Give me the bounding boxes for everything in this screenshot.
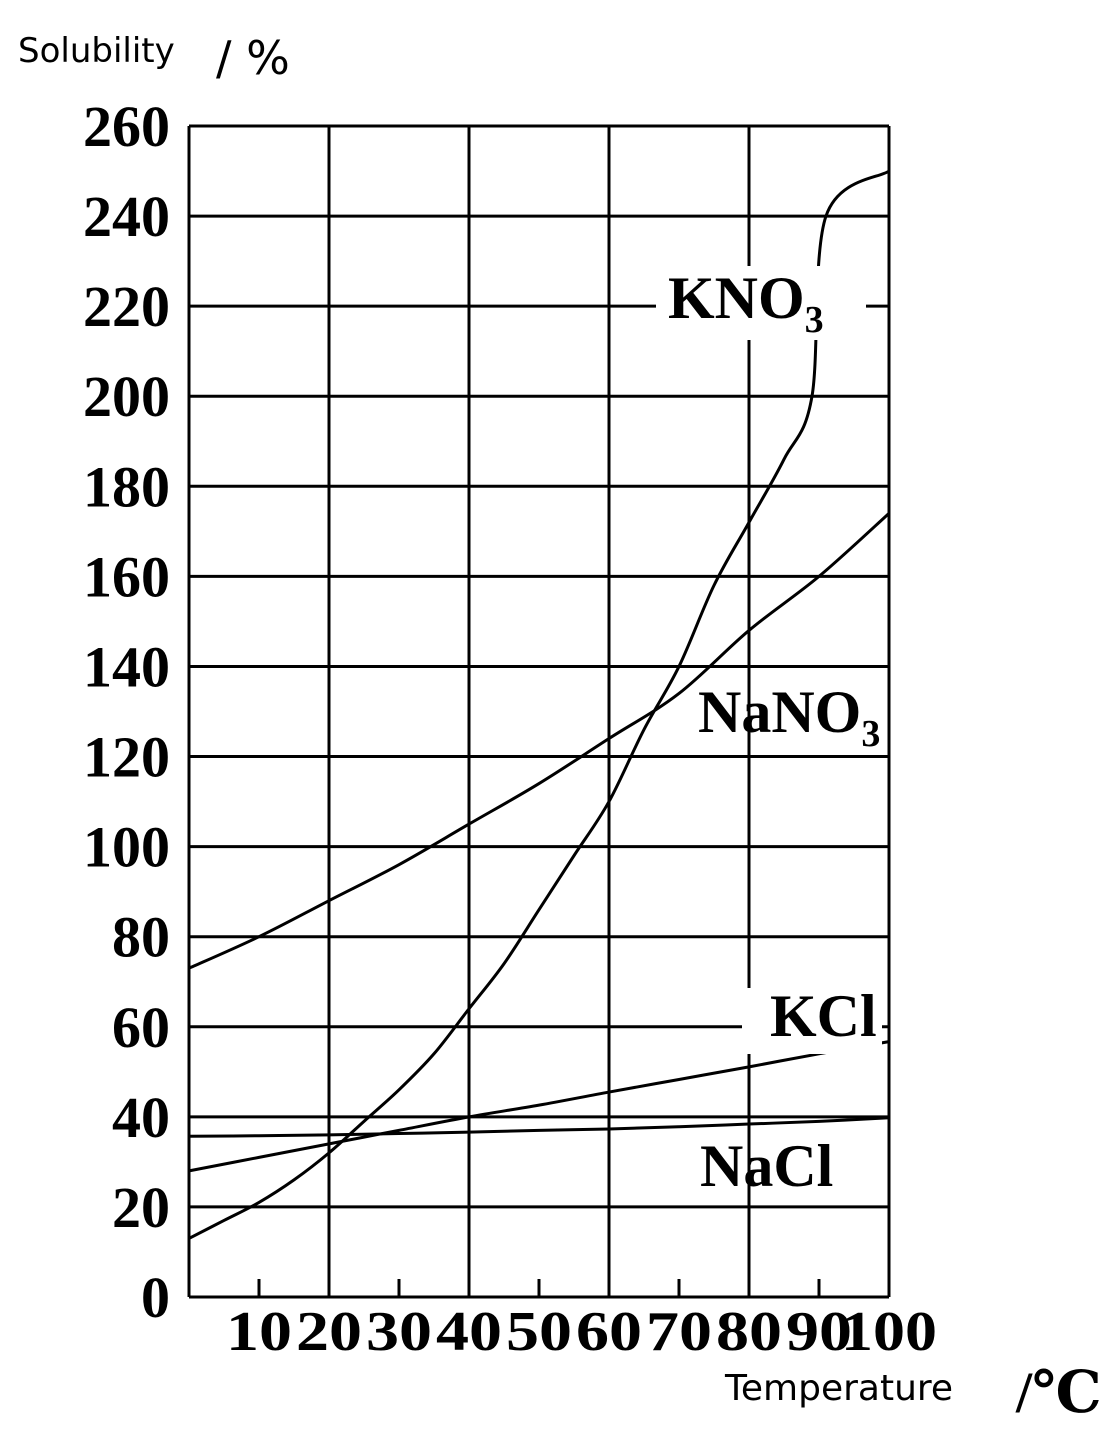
- y-axis-title: Solubility: [18, 31, 175, 71]
- series-label-sub-NaNO3: 3: [861, 713, 880, 755]
- x-tick-label-30: 30: [366, 1301, 432, 1363]
- y-tick-label-80: 80: [112, 905, 170, 970]
- series-label-main-NaCl: NaCl: [700, 1133, 833, 1199]
- x-tick-label-60: 60: [576, 1301, 642, 1363]
- y-tick-label-140: 140: [83, 634, 170, 699]
- y-axis-unit: / %: [216, 31, 290, 85]
- x-tick-label-70: 70: [646, 1301, 712, 1363]
- y-tick-label-180: 180: [83, 454, 170, 519]
- x-tick-label-20: 20: [296, 1301, 362, 1363]
- y-tick-label-40: 40: [112, 1085, 170, 1150]
- series-label-bg-KCl: [742, 988, 882, 1054]
- series-label-NaCl: NaCl: [700, 1133, 833, 1199]
- y-tick-label-60: 60: [112, 995, 170, 1060]
- x-axis-title: Temperature: [724, 1368, 953, 1409]
- y-tick-label-20: 20: [112, 1175, 170, 1240]
- series-label-sub-KNO3: 3: [805, 299, 824, 341]
- series-label-KCl: KCl: [770, 983, 877, 1049]
- y-tick-label-240: 240: [83, 184, 170, 249]
- x-tick-label-50: 50: [506, 1301, 572, 1363]
- x-tick-label-100: 100: [841, 1301, 937, 1363]
- x-tick-label-40: 40: [436, 1301, 502, 1363]
- series-label-main-NaNO3: NaNO: [698, 679, 861, 745]
- x-tick-label-90: 90: [786, 1301, 852, 1363]
- series-label-NaNO3: NaNO3: [698, 679, 880, 755]
- series-label-KNO3: KNO3: [668, 265, 824, 341]
- y-tick-label-120: 120: [83, 725, 170, 790]
- y-tick-label-220: 220: [83, 274, 170, 339]
- series-label-main-KCl: KCl: [770, 983, 877, 1049]
- x-axis-unit: /℃: [1015, 1360, 1102, 1425]
- series-line-NaCl: [188, 1116, 890, 1138]
- y-tick-label-100: 100: [83, 815, 170, 880]
- y-tick-label-260: 260: [83, 94, 170, 159]
- series-line-KCl: [188, 1040, 890, 1173]
- x-tick-label-10: 10: [226, 1301, 292, 1363]
- series-lines: [188, 169, 891, 1240]
- series-line-NaNO3: [188, 512, 891, 970]
- series-line-KNO3: [188, 169, 890, 1240]
- y-tick-label-200: 200: [83, 364, 170, 429]
- x-tick-label-80: 80: [716, 1301, 782, 1363]
- y-tick-label-160: 160: [83, 544, 170, 609]
- y-tick-label-0: 0: [141, 1265, 170, 1330]
- series-label-bg-KNO3: [656, 266, 866, 340]
- series-label-main-KNO3: KNO: [668, 265, 805, 331]
